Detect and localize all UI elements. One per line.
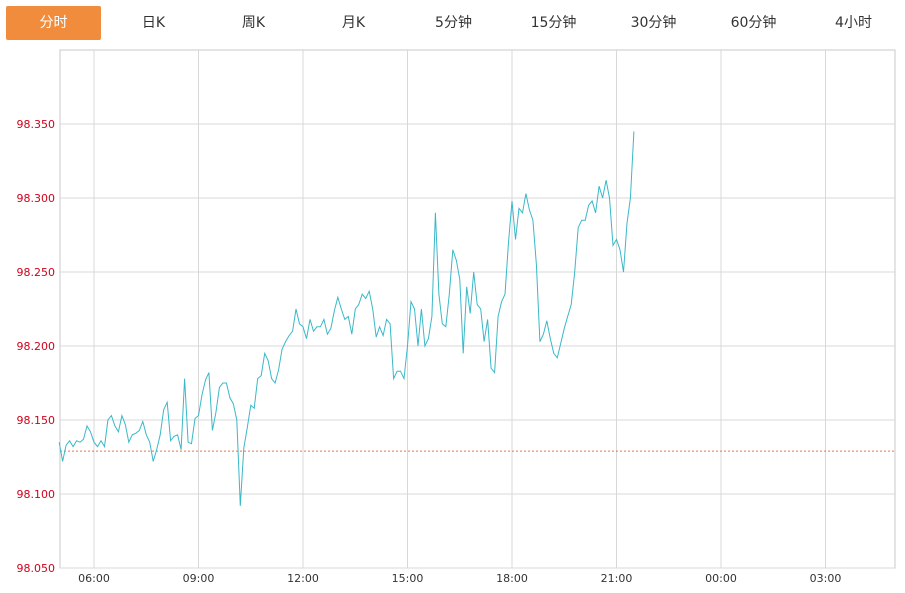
y-tick-label: 98.100 [17, 488, 56, 501]
y-tick-label: 98.350 [17, 118, 56, 131]
x-tick-label: 09:00 [183, 572, 215, 585]
tab-intraday[interactable]: 分时 [6, 6, 101, 40]
grid-lines [60, 50, 895, 569]
x-tick-label: 21:00 [601, 572, 633, 585]
x-tick-label: 12:00 [287, 572, 319, 585]
x-axis-labels: 06:00 09:00 12:00 15:00 18:00 21:00 00:0… [78, 572, 841, 585]
x-tick-label: 06:00 [78, 572, 110, 585]
price-line [58, 131, 635, 506]
y-tick-label: 98.300 [17, 192, 56, 205]
x-tick-label: 15:00 [392, 572, 424, 585]
tab-daily-k[interactable]: 日K [141, 15, 166, 31]
x-tick-label: 03:00 [810, 572, 842, 585]
chart-period-tabs: 分时 日K 周K 月K 5分钟 15分钟 30分钟 60分钟 4小时 [0, 0, 905, 46]
plot-area [59, 49, 896, 569]
y-axis-labels: 98.350 98.300 98.250 98.200 98.150 98.10… [17, 118, 56, 575]
tab-4hour[interactable]: 4小时 [835, 15, 872, 31]
tab-5min[interactable]: 5分钟 [435, 15, 472, 31]
tab-15min[interactable]: 15分钟 [530, 15, 577, 31]
tab-weekly-k[interactable]: 周K [241, 15, 266, 31]
y-tick-label: 98.200 [17, 340, 56, 353]
y-tick-label: 98.150 [17, 414, 56, 427]
tab-monthly-k[interactable]: 月K [341, 15, 366, 31]
x-tick-label: 18:00 [496, 572, 528, 585]
tab-60min[interactable]: 60分钟 [730, 15, 777, 31]
x-tick-label: 00:00 [705, 572, 737, 585]
y-tick-label: 98.250 [17, 266, 56, 279]
y-tick-label: 98.050 [17, 562, 56, 575]
tab-30min[interactable]: 30分钟 [630, 15, 677, 31]
